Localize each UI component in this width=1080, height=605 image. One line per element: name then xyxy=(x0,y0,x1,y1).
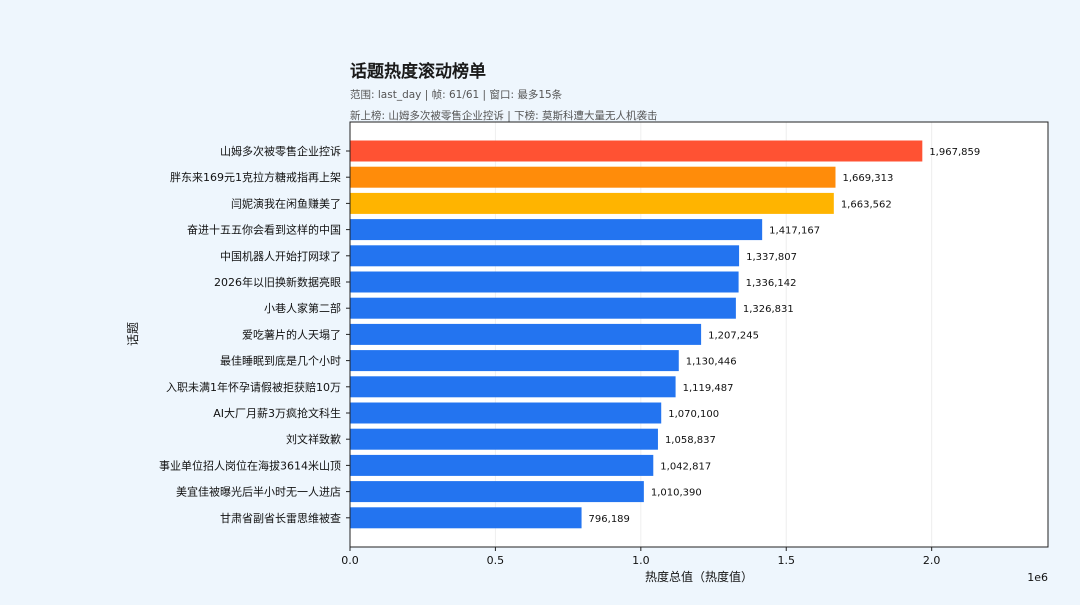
value-label: 1,337,807 xyxy=(746,252,797,263)
value-label: 1,207,245 xyxy=(708,330,759,341)
y-axis-label: 话题 xyxy=(126,322,140,346)
bar xyxy=(350,192,834,214)
value-label: 1,070,100 xyxy=(668,409,719,420)
bar xyxy=(350,323,702,345)
bar xyxy=(350,219,763,241)
bars-group: 山姆多次被零售企业控诉 1,967,859 胖东来169元1克拉方糖戒指再上架 1,6… xyxy=(159,140,980,529)
x-tick-label: 2.0 xyxy=(923,554,941,567)
value-label: 1,010,390 xyxy=(651,488,702,499)
category-label: 事业单位招人岗位在海拔3614米山顶 xyxy=(159,458,341,472)
category-label: 刘文祥致歉 xyxy=(286,432,341,446)
value-label: 1,967,859 xyxy=(929,147,980,158)
bar xyxy=(350,481,644,503)
bar xyxy=(350,376,676,398)
chart-subtitle-changes: 新上榜: 山姆多次被零售企业控诉 | 下榜: 莫斯科遭大量无人机袭击 xyxy=(350,109,657,122)
value-label: 1,130,446 xyxy=(686,357,737,368)
x-axis-ticks: 0.0 0.5 1.0 1.5 2.0 xyxy=(341,547,940,567)
category-label: 入职未满1年怀孕请假被拒获赔10万 xyxy=(166,380,341,394)
x-axis-label: 热度总值（热度值） xyxy=(645,569,753,584)
value-label: 1,336,142 xyxy=(746,278,797,289)
category-label: 甘肃省副省长雷思维被查 xyxy=(220,511,341,525)
category-label: 2026年以旧换新数据亮眼 xyxy=(214,275,341,289)
x-tick-label: 1.0 xyxy=(632,554,650,567)
category-label: 美宜佳被曝光后半小时无一人进店 xyxy=(176,485,341,499)
plot-frame xyxy=(349,121,1049,548)
bar xyxy=(350,140,923,162)
category-label: 小巷人家第二部 xyxy=(264,301,341,315)
value-label: 1,042,817 xyxy=(660,461,711,472)
category-label: 最佳睡眠到底是几个小时 xyxy=(220,354,341,368)
bar xyxy=(350,454,654,476)
value-label: 1,058,837 xyxy=(665,435,716,446)
x-axis-offset-label: 1e6 xyxy=(1027,571,1048,584)
x-tick-label: 0.5 xyxy=(487,554,505,567)
bar xyxy=(350,350,679,372)
bar xyxy=(350,166,836,188)
x-tick-label: 1.5 xyxy=(778,554,796,567)
bar xyxy=(350,245,740,267)
category-label: 闫妮演我在闲鱼赚美了 xyxy=(231,196,341,210)
category-label: AI大厂月薪3万疯抢文科生 xyxy=(213,406,341,420)
bar xyxy=(350,402,662,424)
value-label: 1,326,831 xyxy=(743,304,794,315)
bar xyxy=(350,428,658,450)
category-label: 胖东来169元1克拉方糖戒指再上架 xyxy=(170,170,341,184)
value-label: 796,189 xyxy=(589,514,630,525)
value-label: 1,669,313 xyxy=(842,173,893,184)
value-label: 1,417,167 xyxy=(769,226,820,237)
category-label: 奋进十五五你会看到这样的中国 xyxy=(187,223,341,237)
x-tick-label: 0.0 xyxy=(341,554,359,567)
category-label: 爱吃薯片的人天塌了 xyxy=(242,327,341,341)
category-label: 中国机器人开始打网球了 xyxy=(220,249,341,263)
category-label: 山姆多次被零售企业控诉 xyxy=(220,144,341,158)
value-label: 1,119,487 xyxy=(683,383,734,394)
bar xyxy=(350,271,739,293)
bar xyxy=(350,297,736,319)
chart-subtitle: 范围: last_day | 帧: 61/61 | 窗口: 最多15条 xyxy=(350,88,563,101)
bar xyxy=(350,507,582,529)
chart-title: 话题热度滚动榜单 xyxy=(350,61,486,82)
value-label: 1,663,562 xyxy=(841,199,892,210)
